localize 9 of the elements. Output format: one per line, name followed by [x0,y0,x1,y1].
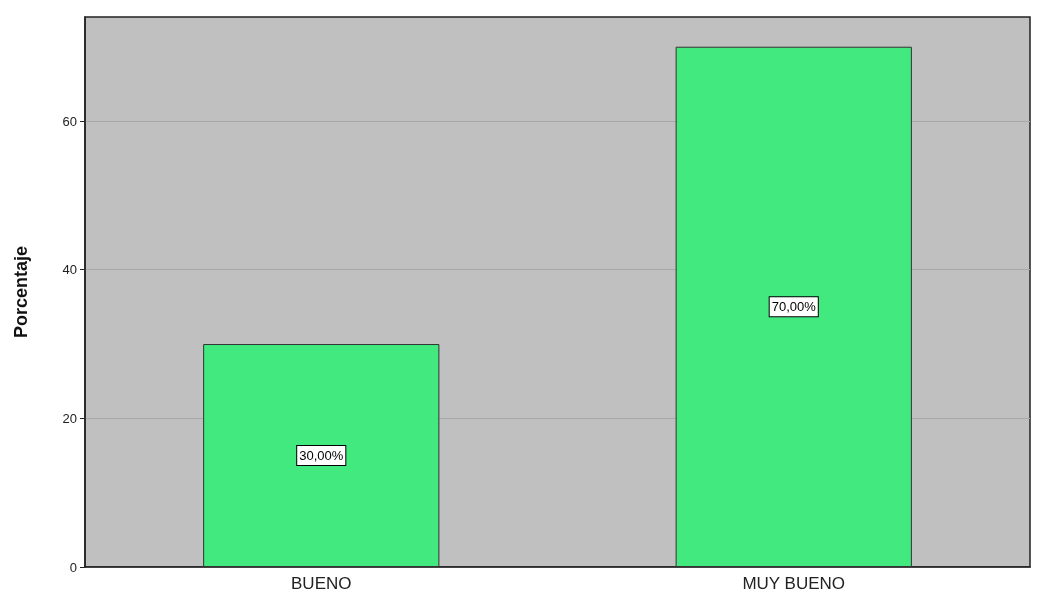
data-label: 70,00% [771,299,817,315]
y-tick-label: 0 [69,559,77,575]
y-tick-label: 60 [62,113,77,129]
y-tick-label: 40 [62,262,77,278]
data-label: 30,00% [299,448,344,464]
y-tick-label: 20 [62,410,77,426]
x-tick-label: BUENO [291,574,352,593]
y-axis-title: Porcentaje [11,245,31,339]
x-tick-label: MUY BUENO [742,574,846,593]
